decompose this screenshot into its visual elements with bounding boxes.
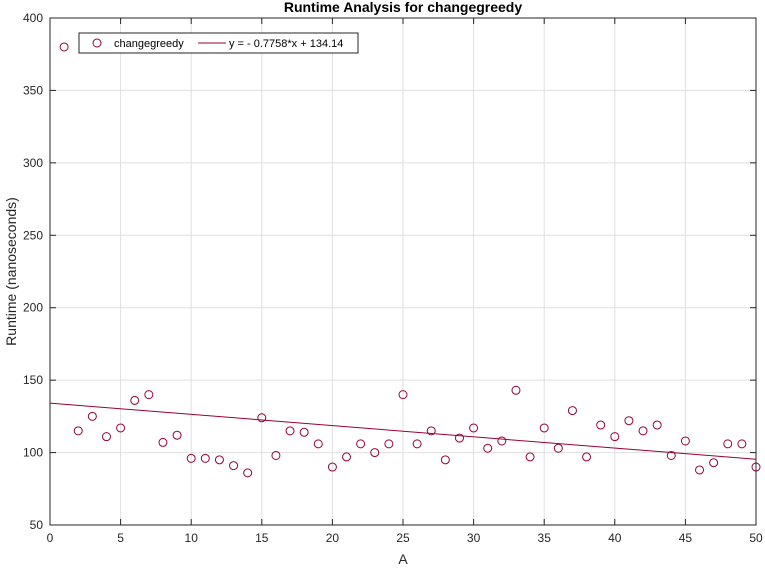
data-point: [144, 390, 154, 400]
data-point: [229, 461, 239, 471]
x-tick-label: 5: [117, 531, 124, 545]
data-point: [638, 426, 648, 436]
data-point: [243, 468, 253, 478]
data-point: [709, 458, 719, 468]
data-point: [186, 453, 196, 463]
x-tick-label: 30: [467, 531, 481, 545]
x-tick-label: 15: [255, 531, 269, 545]
y-tick-label: 50: [30, 518, 44, 532]
data-point: [116, 423, 126, 433]
data-point: [440, 455, 450, 465]
y-tick-labels: 50 100 150 200 250 300 350 400: [23, 11, 43, 532]
legend: changegreedy y = - 0.7758*x + 134.14: [78, 32, 359, 54]
data-point: [370, 448, 380, 458]
data-point: [539, 423, 549, 433]
data-point: [73, 426, 83, 436]
data-point: [525, 452, 535, 462]
data-point: [624, 416, 634, 426]
data-point: [596, 420, 606, 430]
data-point: [737, 439, 747, 449]
data-point: [299, 427, 309, 437]
data-point: [59, 42, 69, 52]
data-point: [313, 439, 323, 449]
fit-line-group: [49, 402, 757, 460]
y-tick-label: 250: [23, 228, 43, 242]
y-tick-label: 400: [23, 11, 43, 25]
data-point: [130, 395, 140, 405]
y-axis-label: Runtime (nanoseconds): [3, 197, 19, 346]
x-tick-labels: 0 5 10 15 20 25 30 35 40 45 50: [47, 531, 763, 545]
x-tick-label: 35: [538, 531, 552, 545]
data-point: [553, 443, 563, 453]
data-point: [342, 452, 352, 462]
data-point: [271, 450, 281, 460]
x-tick-label: 50: [749, 531, 763, 545]
y-tick-label: 200: [23, 301, 43, 315]
x-tick-label: 20: [326, 531, 340, 545]
x-tick-label: 10: [185, 531, 199, 545]
y-tick-label: 150: [23, 373, 43, 387]
data-point: [412, 439, 422, 449]
data-point: [356, 439, 366, 449]
legend-label-line: y = - 0.7758*x + 134.14: [229, 38, 343, 50]
data-point: [200, 453, 210, 463]
data-point: [87, 411, 97, 421]
data-point: [497, 436, 507, 446]
data-point: [469, 423, 479, 433]
x-tick-label: 45: [679, 531, 693, 545]
data-point: [483, 443, 493, 453]
data-point: [398, 390, 408, 400]
data-point: [666, 450, 676, 460]
data-point: [285, 426, 295, 436]
data-point: [723, 439, 733, 449]
fit-line: [49, 402, 757, 460]
x-tick-label: 0: [47, 531, 54, 545]
tick-marks: [49, 17, 757, 526]
data-point: [158, 437, 168, 447]
scatter-points-group: [59, 42, 761, 478]
data-point: [426, 426, 436, 436]
data-point: [172, 430, 182, 440]
data-point: [567, 406, 577, 416]
x-tick-label: 40: [608, 531, 622, 545]
data-point: [327, 462, 337, 472]
data-point: [101, 432, 111, 442]
y-tick-label: 300: [23, 156, 43, 170]
data-point: [610, 432, 620, 442]
y-tick-label: 350: [23, 83, 43, 97]
data-point: [582, 452, 592, 462]
data-point: [695, 465, 705, 475]
data-point: [680, 436, 690, 446]
legend-marker-scatter: [92, 38, 102, 48]
chart-title: Runtime Analysis for changegreedy: [284, 0, 523, 15]
data-point: [652, 420, 662, 430]
legend-label-scatter: changegreedy: [114, 38, 184, 50]
y-tick-label: 100: [23, 446, 43, 460]
data-point: [257, 413, 267, 423]
x-tick-label: 25: [396, 531, 410, 545]
data-point: [454, 433, 464, 443]
data-point: [384, 439, 394, 449]
data-point: [214, 455, 224, 465]
x-axis-label: A: [398, 551, 408, 567]
data-point: [511, 385, 521, 395]
